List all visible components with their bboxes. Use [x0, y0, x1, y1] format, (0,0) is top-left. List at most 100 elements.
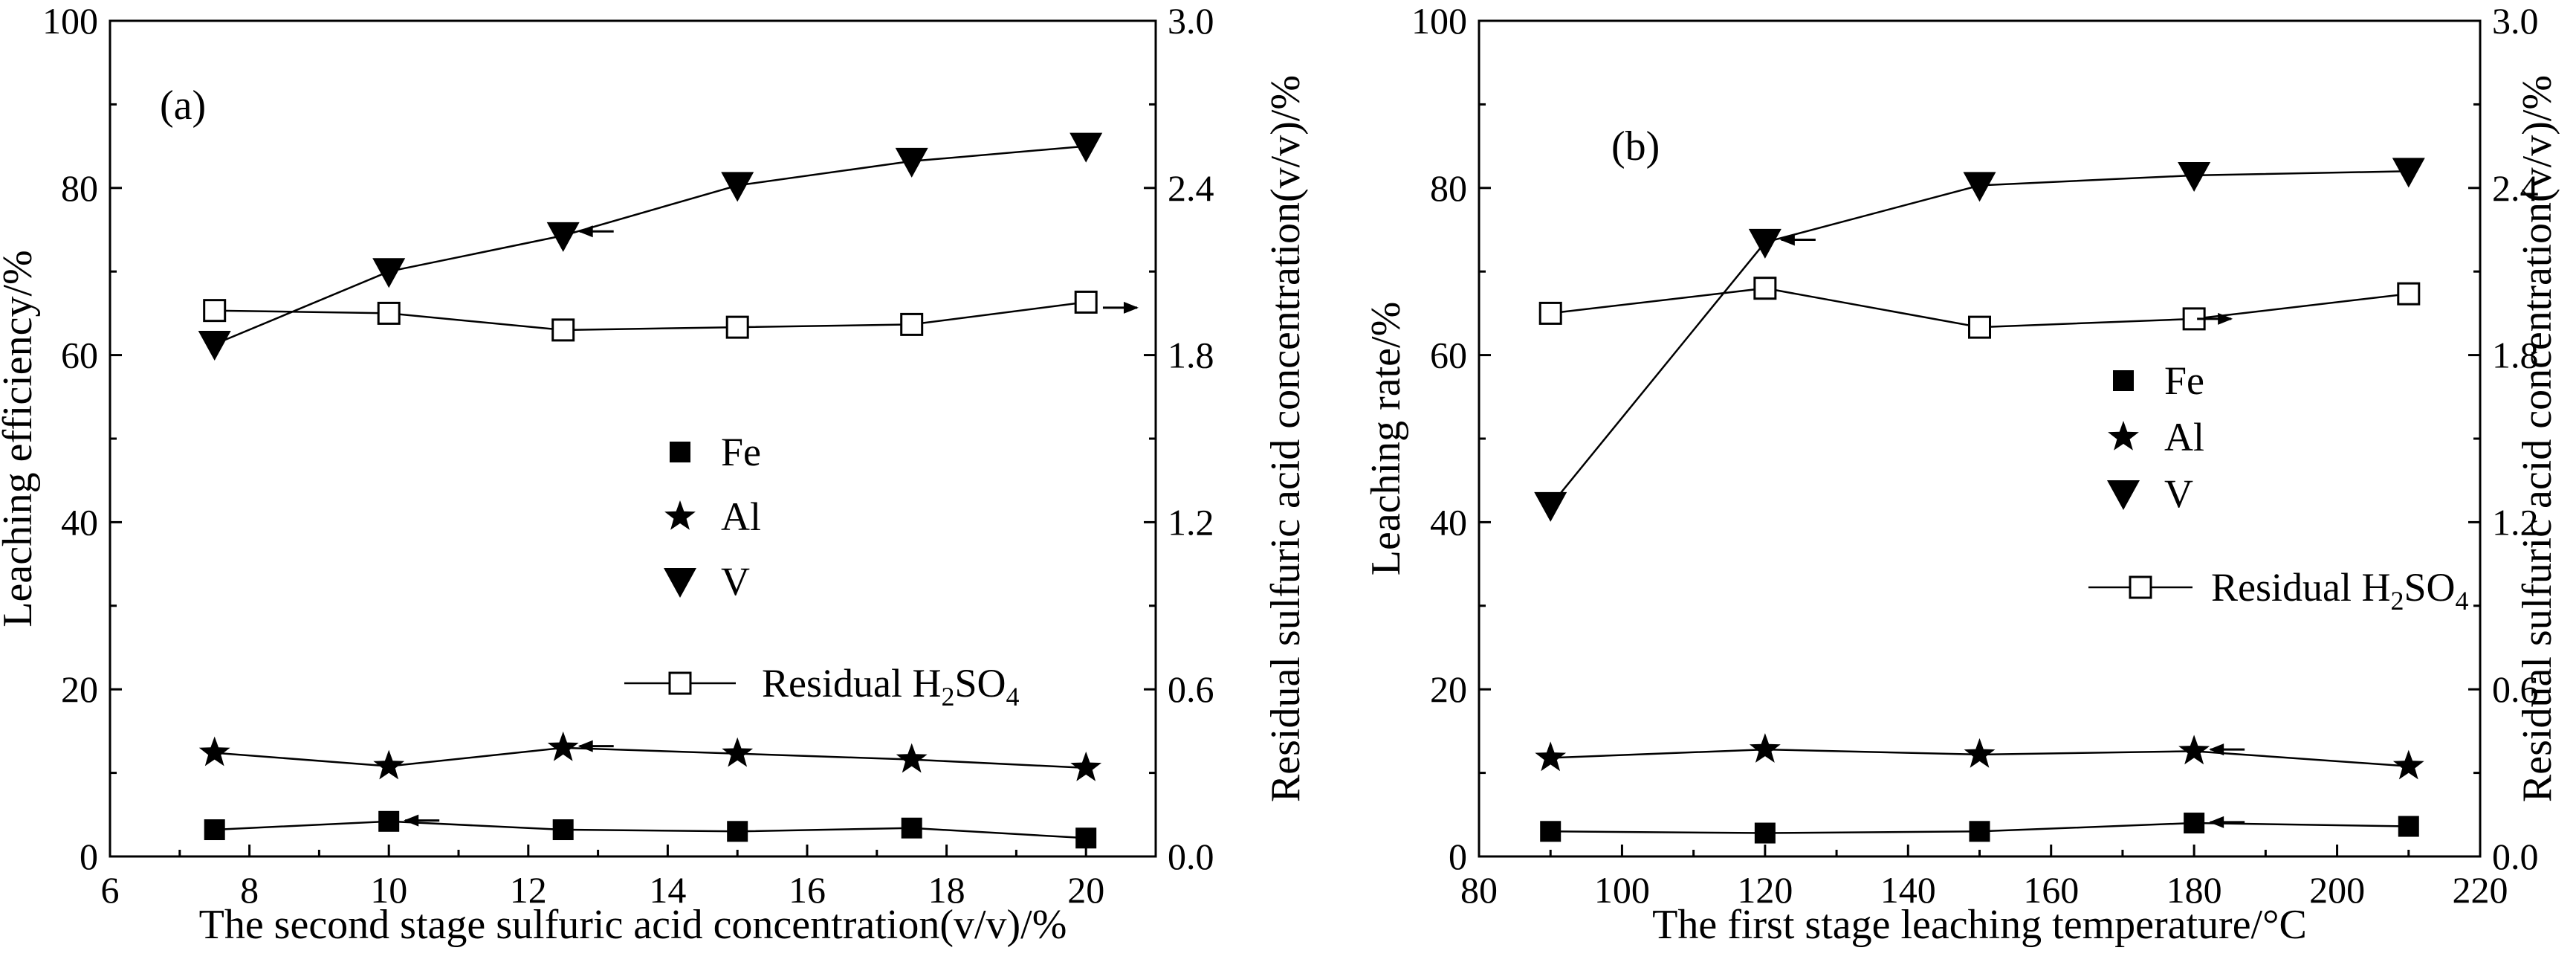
arrow-head: [2209, 816, 2224, 828]
series-line: [214, 746, 1087, 769]
y2-tick-label: 1.8: [1168, 335, 1214, 376]
series-al: [198, 731, 1102, 781]
data-point: [1749, 733, 1781, 763]
data-point: [1753, 277, 1777, 300]
series-fe: [1540, 813, 2419, 844]
data-point: [896, 743, 928, 773]
data-point: [198, 330, 231, 361]
data-point: [900, 312, 924, 336]
data-point: [1075, 827, 1097, 849]
y-tick-label: 0: [1449, 836, 1467, 877]
plot-frame: [109, 19, 1157, 858]
x-tick-label: 200: [2309, 869, 2365, 911]
x-tick-label: 18: [928, 869, 965, 911]
x-tick-label: 12: [510, 869, 547, 911]
data-point: [721, 172, 754, 202]
data-point: [1748, 228, 1781, 259]
legend-marker: [664, 568, 696, 598]
axis-arrow: [2209, 816, 2245, 828]
data-point: [372, 258, 406, 288]
legend-marker: [668, 671, 692, 695]
y2-tick-label: 1.2: [1168, 501, 1214, 543]
y-tick-label: 0: [80, 836, 98, 877]
arrow-head: [2209, 743, 2224, 756]
legend-label: V: [2164, 471, 2193, 516]
legend-marker: [2129, 575, 2152, 599]
data-point: [377, 301, 401, 325]
x-tick-label: 100: [1594, 869, 1650, 911]
y2-tick-label: 2.4: [2492, 167, 2539, 209]
axis-arrow: [1779, 233, 1816, 246]
legend-label: Residual H2SO4: [762, 661, 1020, 711]
x-axis-label: The first stage leaching temperature/°C: [1652, 902, 2307, 948]
y2-tick-label: 1.8: [2492, 335, 2539, 376]
data-point: [727, 821, 748, 842]
series-v: [198, 132, 1103, 361]
data-point: [2178, 735, 2210, 765]
series-residual-h2so4: [203, 290, 1098, 342]
data-point: [722, 737, 754, 767]
data-point: [1754, 822, 1776, 844]
y2-tick-label: 3.0: [1168, 0, 1214, 42]
data-point: [547, 731, 579, 761]
x-tick-label: 20: [1067, 869, 1104, 911]
x-tick-label: 180: [2166, 869, 2222, 911]
data-point: [2184, 813, 2205, 834]
x-tick-label: 10: [370, 869, 407, 911]
legend-marker: [2107, 480, 2140, 510]
y-tick-label: 60: [61, 335, 98, 376]
y2-tick-label: 2.4: [1168, 167, 1214, 209]
y2-axis-label: Residual sulfuric acid concentration(v/v…: [2514, 75, 2560, 802]
axis-arrow: [577, 225, 614, 238]
y-tick-label: 80: [61, 167, 98, 209]
series-fe: [204, 810, 1097, 849]
series-v: [1534, 158, 2425, 522]
legend-label: Al: [721, 494, 761, 539]
data-point: [2178, 161, 2211, 192]
legend: Fe Al V Residual H2SO4: [2088, 358, 2469, 616]
y-tick-label: 40: [61, 501, 98, 543]
data-point: [1538, 301, 1562, 325]
y-tick-label: 100: [1411, 0, 1467, 42]
data-point: [901, 817, 922, 839]
y-tick-label: 100: [42, 0, 98, 42]
axis-arrow: [2197, 312, 2233, 325]
y-tick-label: 20: [1430, 668, 1467, 710]
y-tick-label: 40: [1430, 501, 1467, 543]
data-point: [2398, 816, 2419, 837]
arrow-head: [1123, 301, 1139, 314]
legend-label: Al: [2164, 415, 2204, 459]
x-tick-label: 140: [1880, 869, 1936, 911]
legend-label: V: [721, 559, 750, 604]
data-point: [1074, 290, 1098, 314]
legend: Fe Al V Residual H2SO4: [624, 430, 1020, 711]
x-tick-label: 6: [101, 869, 120, 911]
y-tick-label: 20: [61, 668, 98, 710]
arrow-head: [577, 740, 593, 752]
y2-axis-label: Residual sulfuric acid concentration(v/v…: [1263, 75, 1309, 802]
y-tick-label: 60: [1430, 335, 1467, 376]
data-point: [725, 315, 749, 339]
data-point: [546, 222, 580, 252]
x-tick-label: 16: [789, 869, 826, 911]
legend-label: Residual H2SO4: [2211, 565, 2469, 616]
y2-tick-label: 0.0: [1168, 836, 1214, 877]
series-line: [214, 145, 1087, 346]
x-tick-label: 220: [2453, 869, 2508, 911]
series-line: [214, 301, 1087, 332]
arrow-head: [404, 814, 419, 827]
axis-arrow: [404, 814, 440, 827]
arrow-head: [1779, 233, 1795, 246]
legend-marker: [664, 500, 696, 530]
series-residual-h2so4: [1538, 277, 2421, 339]
legend-marker: [670, 442, 690, 462]
x-tick-label: 80: [1460, 869, 1498, 911]
x-tick-label: 120: [1737, 869, 1793, 911]
panel-label: (a): [160, 83, 206, 129]
arrow-head: [577, 225, 593, 238]
data-point: [552, 819, 574, 841]
x-tick-label: 14: [649, 869, 686, 911]
data-point: [895, 147, 928, 178]
